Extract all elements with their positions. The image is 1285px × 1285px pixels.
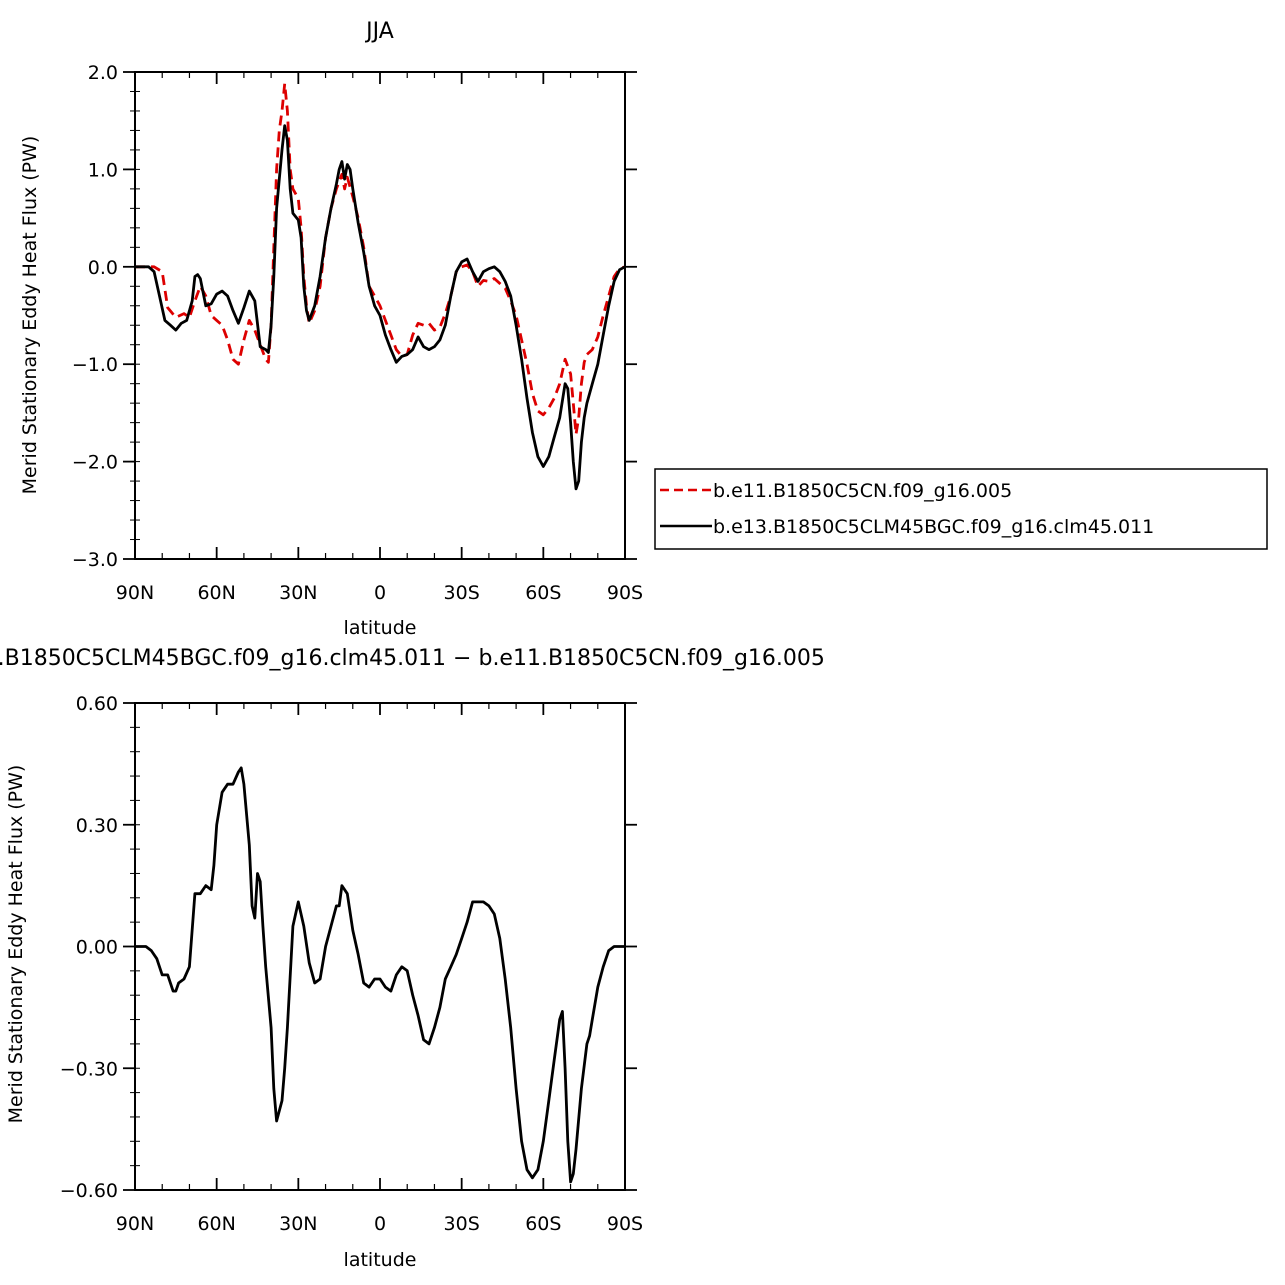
top-panel: JJA 90N 60N 30N 0 30S 60S 90S 2.0 1.0 0.0 −1.0 −2.0… [19, 19, 1268, 639]
top-x-axis-label: latitude [344, 617, 417, 639]
bottom-x-tick-label: 30N [279, 1213, 317, 1235]
bottom-y-tick-label: −0.30 [60, 1058, 118, 1080]
bottom-y-tick-label: 0.60 [76, 693, 118, 715]
top-y-tick-label: −1.0 [72, 354, 118, 376]
bottom-y-tick-label: −0.60 [60, 1180, 118, 1202]
top-y-tick-label: −3.0 [72, 549, 118, 571]
top-panel-ticks: 90N 60N 30N 0 30S 60S 90S 2.0 1.0 0.0 −1.0 −2.0 −3.0 [72, 62, 643, 604]
bottom-x-axis-label: latitude [344, 1249, 417, 1271]
bottom-panel-series [135, 766, 625, 1184]
top-x-tick-label: 90N [116, 582, 154, 604]
top-x-tick-label: 0 [374, 582, 386, 604]
top-x-tick-label: 90S [607, 582, 643, 604]
top-y-tick-label: 1.0 [88, 159, 118, 181]
bottom-y-tick-label: 0.00 [76, 937, 118, 959]
top-panel-series [135, 82, 626, 491]
top-y-tick-label: 2.0 [88, 62, 118, 84]
bottom-x-tick-label: 90N [116, 1213, 154, 1235]
top-plot-frame [134, 71, 626, 560]
top-series-line-2 [135, 124, 626, 491]
top-y-tick-label: −2.0 [72, 452, 118, 474]
bottom-x-tick-label: 0 [374, 1213, 386, 1235]
bottom-chart-title: b.e13.B1850C5CLM45BGC.f09_g16.clm45.011 … [0, 646, 825, 671]
top-series-line-1 [135, 82, 626, 436]
top-x-tick-label: 60S [525, 582, 561, 604]
legend-label-series-1: b.e11.B1850C5CN.f09_g16.005 [713, 480, 1012, 502]
bottom-plot-frame [134, 702, 626, 1191]
bottom-x-tick-label: 60N [197, 1213, 235, 1235]
bottom-panel-ticks: 90N 60N 30N 0 30S 60S 90S 0.60 0.30 0.00 −0.30 −0.6… [60, 693, 643, 1235]
top-y-axis-label: Merid Stationary Eddy Heat Flux (PW) [19, 136, 41, 495]
top-x-tick-label: 30S [444, 582, 480, 604]
legend-label-series-2: b.e13.B1850C5CLM45BGC.f09_g16.clm45.011 [713, 516, 1154, 538]
top-chart-title: JJA [364, 19, 394, 44]
bottom-x-tick-label: 30S [444, 1213, 480, 1235]
top-x-tick-label: 60N [197, 582, 235, 604]
bottom-y-axis-label: Merid Stationary Eddy Heat Flux (PW) [5, 765, 27, 1124]
bottom-panel: b.e13.B1850C5CLM45BGC.f09_g16.clm45.011 … [0, 646, 825, 1271]
legend: b.e11.B1850C5CN.f09_g16.005 b.e13.B1850C… [654, 468, 1268, 550]
top-x-tick-label: 30N [279, 582, 317, 604]
bottom-y-tick-label: 0.30 [76, 815, 118, 837]
top-y-tick-label: 0.0 [88, 257, 118, 279]
legend-box [654, 468, 1268, 550]
bottom-series-line-1 [135, 766, 625, 1184]
bottom-x-tick-label: 60S [525, 1213, 561, 1235]
bottom-x-tick-label: 90S [607, 1213, 643, 1235]
